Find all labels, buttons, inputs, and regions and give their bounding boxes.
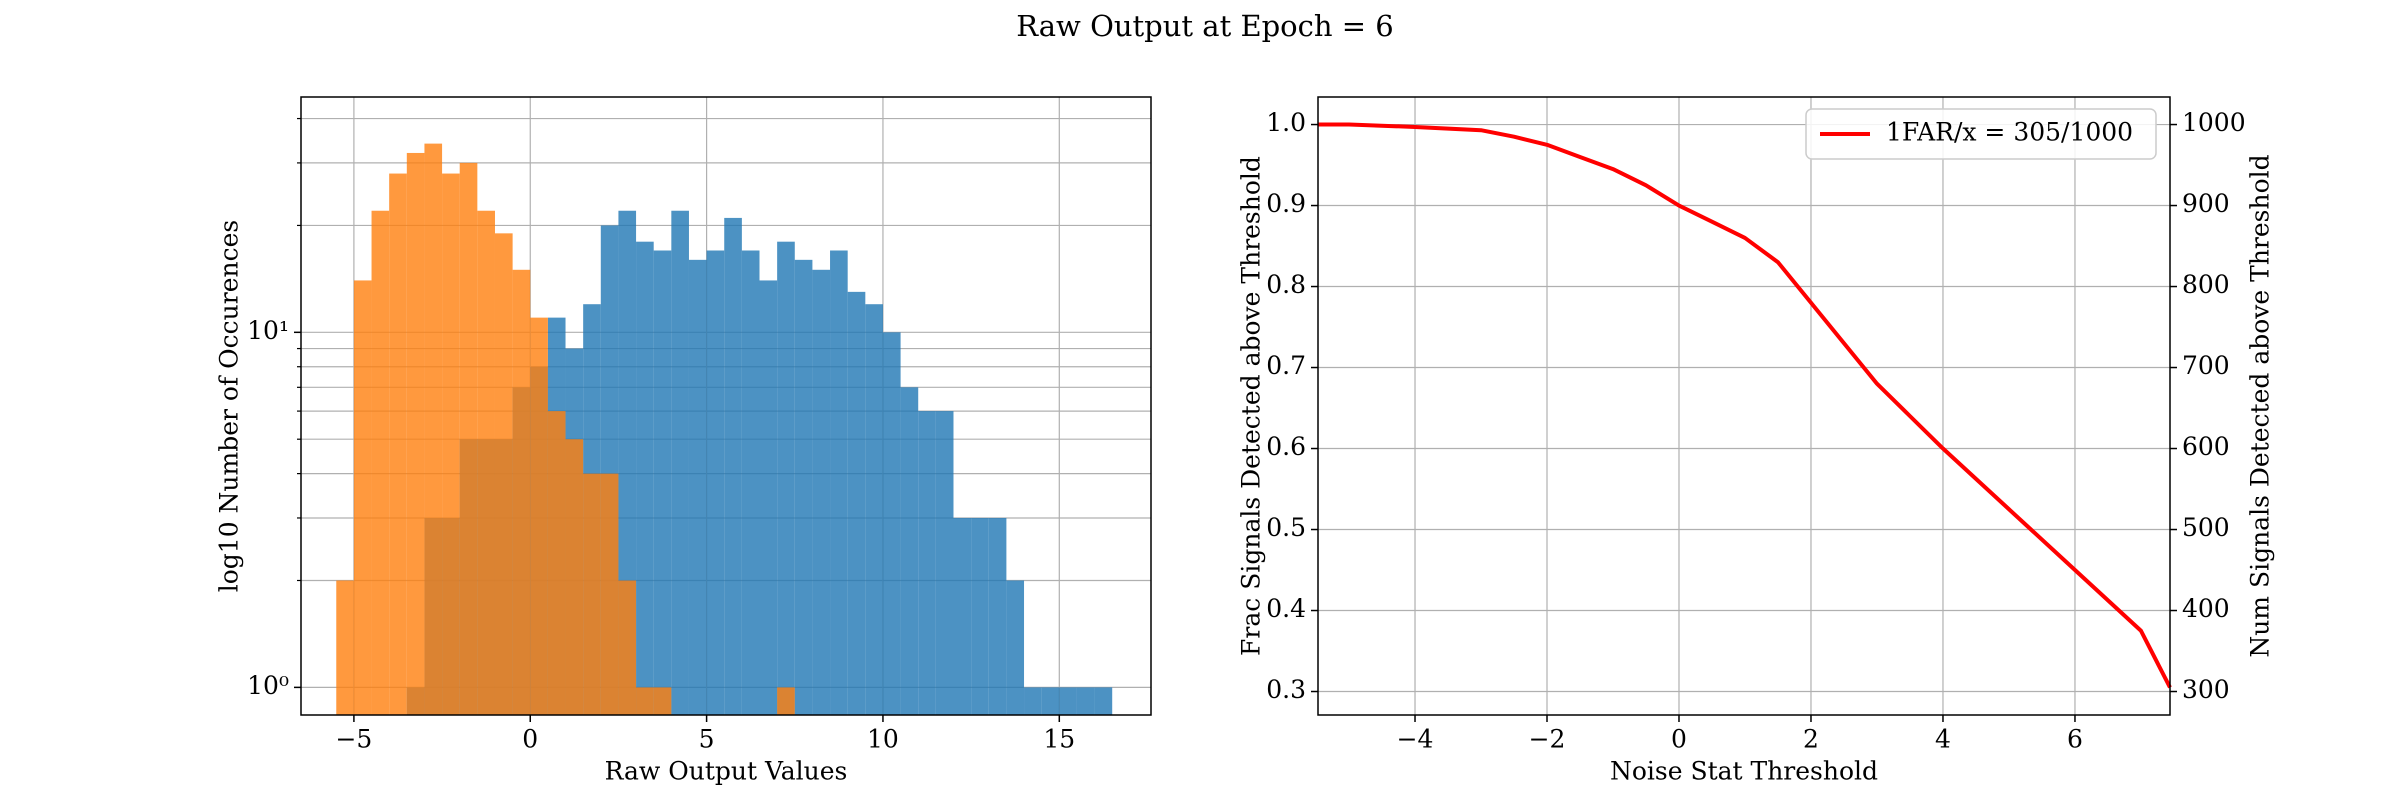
histogram-bar [1006,580,1025,715]
histogram-bar [371,210,390,715]
y-axis-label: Frac Signals Detected above Threshold [1237,156,1266,656]
y2-tick-label: 500 [2182,513,2230,542]
histogram-bar [794,259,813,715]
y2-tick-label: 400 [2182,594,2230,623]
y2-tick-label: 1000 [2182,108,2246,137]
legend-label: 1FAR/x = 305/1000 [1886,118,2133,147]
histogram-bar [741,250,760,715]
x-tick-label: 0 [1671,725,1687,754]
y-tick-label: 1.0 [1266,108,1306,137]
axes: −5 0 5 10 15 10⁰ 10¹ Raw Output Values log10 Num… [215,96,1152,786]
y2-tick-label: 600 [2182,432,2230,461]
histogram-bar [812,269,831,715]
data-line [1318,122,2172,689]
histogram-bar [1041,687,1060,715]
y-tick-label: 0.9 [1266,189,1306,218]
x-tick-label: 5 [699,725,715,754]
histogram-bar [653,250,672,715]
histogram-bar [882,332,901,715]
histogram-bar [777,687,795,715]
y-tick-label: 10¹ [247,316,289,345]
y-tick-label: 0.8 [1266,270,1306,299]
histogram-bar [953,517,972,715]
histogram-bar [353,280,372,715]
histogram-bar [688,259,707,715]
histogram-bar [459,162,478,715]
histogram-bar [724,217,742,715]
histogram-bar [759,280,778,715]
y-tick-label: 0.7 [1266,351,1306,380]
histogram-bar [988,517,1007,715]
histogram-bar [530,317,548,715]
y-tick-label: 0.3 [1266,675,1306,704]
axes-frame [1317,96,2171,716]
histogram-bar [547,411,566,715]
axes-frame [300,96,1152,716]
histogram-bar [865,304,883,715]
y2-axis-label: Num Signals Detected above Threshold [2246,154,2275,657]
legend-box [1805,108,2157,160]
histogram-bar [636,241,654,715]
y-tick-label: 10⁰ [247,671,289,700]
histogram-bar [918,411,936,715]
y2-tick-label: 900 [2182,189,2230,218]
x-tick-label: 10 [867,725,899,754]
histogram-bar [671,210,689,715]
x-tick-label: −4 [1397,725,1434,754]
histogram-bar [847,291,866,715]
histogram-bar [600,473,619,715]
histogram-bar [583,473,601,715]
y-tick-label: 0.4 [1266,594,1306,623]
histogram-bar [336,580,354,715]
y-tick-label: 0.5 [1266,513,1306,542]
histogram-bar [653,687,672,715]
histogram-bar [565,439,584,715]
histogram-bar [971,517,989,715]
x-tick-label: 6 [2067,725,2083,754]
histogram-bar [1076,687,1095,715]
figure-title: Raw Output at Epoch = 6 [1016,9,1394,43]
x-tick-label: −5 [335,725,372,754]
histogram-bar [900,387,919,715]
y-tick-label: 0.6 [1266,432,1306,461]
histogram-bar [494,233,513,716]
histogram-bar [1094,687,1113,715]
x-tick-label: 2 [1803,725,1819,754]
histogram-bar [389,173,407,715]
y2-tick-label: 300 [2182,675,2230,704]
y2-tick-label: 700 [2182,351,2230,380]
histogram-bar [830,250,848,715]
x-tick-label: −2 [1529,725,1566,754]
histogram-bar [618,580,637,715]
histogram-bar [636,687,654,715]
y2-tick-label: 800 [2182,270,2230,299]
x-tick-label: 4 [1935,725,1951,754]
histogram-bar [706,250,725,715]
x-tick-label: 15 [1043,725,1075,754]
histogram-bar [406,152,425,716]
histogram-bar [1059,687,1077,715]
histogram-bar [777,241,795,715]
histogram-bar [424,143,443,715]
histogram-bar [477,210,495,715]
axes: 1FAR/x = 305/1000 −4 −2 0 2 4 6 0.3 0.4 0.5 0.6 0.7… [1237,96,2275,786]
x-axis-label: Noise Stat Threshold [1610,757,1878,786]
x-tick-label: 0 [522,725,538,754]
x-axis-label: Raw Output Values [605,757,848,786]
histogram-bar [442,173,460,715]
histogram-bar [512,269,531,715]
y-axis-label: log10 Number of Occurences [215,220,244,593]
histogram-bar [1024,687,1042,715]
histogram-bar [935,411,954,715]
